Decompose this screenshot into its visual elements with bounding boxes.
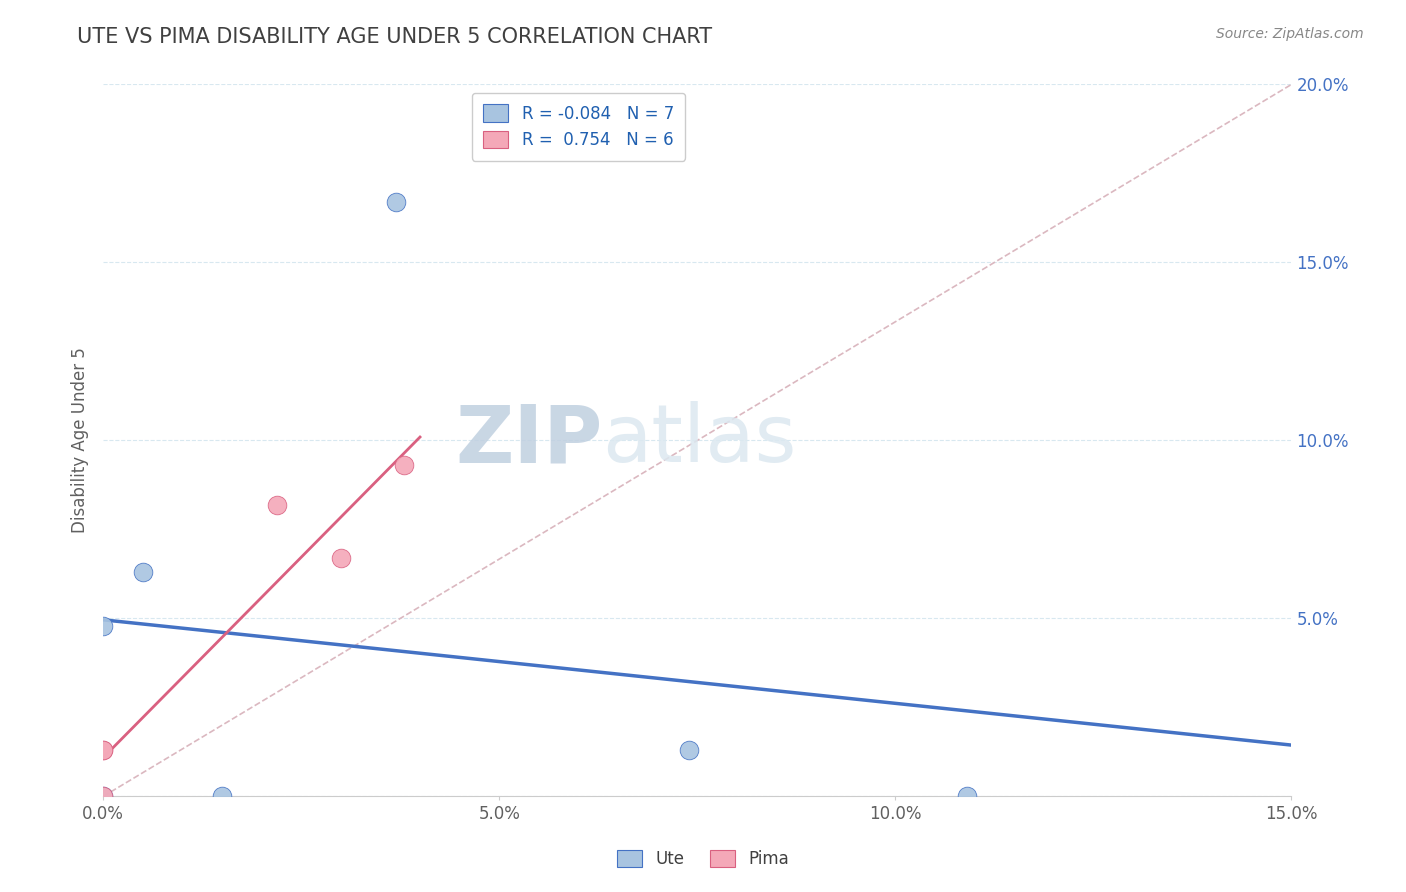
- Text: UTE VS PIMA DISABILITY AGE UNDER 5 CORRELATION CHART: UTE VS PIMA DISABILITY AGE UNDER 5 CORRE…: [77, 27, 713, 46]
- Point: [266, 498, 288, 512]
- Point: [91, 789, 114, 804]
- Point: [91, 743, 114, 757]
- Legend: R = -0.084   N = 7, R =  0.754   N = 6: R = -0.084 N = 7, R = 0.754 N = 6: [471, 93, 685, 161]
- Point: [132, 565, 155, 579]
- Point: [956, 789, 979, 804]
- Point: [211, 789, 233, 804]
- Text: atlas: atlas: [602, 401, 797, 479]
- Point: [678, 743, 700, 757]
- Y-axis label: Disability Age Under 5: Disability Age Under 5: [72, 348, 89, 533]
- Text: Source: ZipAtlas.com: Source: ZipAtlas.com: [1216, 27, 1364, 41]
- Point: [392, 458, 415, 473]
- Point: [91, 789, 114, 804]
- Point: [329, 550, 352, 565]
- Text: ZIP: ZIP: [456, 401, 602, 479]
- Point: [91, 743, 114, 757]
- Legend: Ute, Pima: Ute, Pima: [610, 843, 796, 875]
- Point: [385, 194, 408, 209]
- Point: [91, 618, 114, 632]
